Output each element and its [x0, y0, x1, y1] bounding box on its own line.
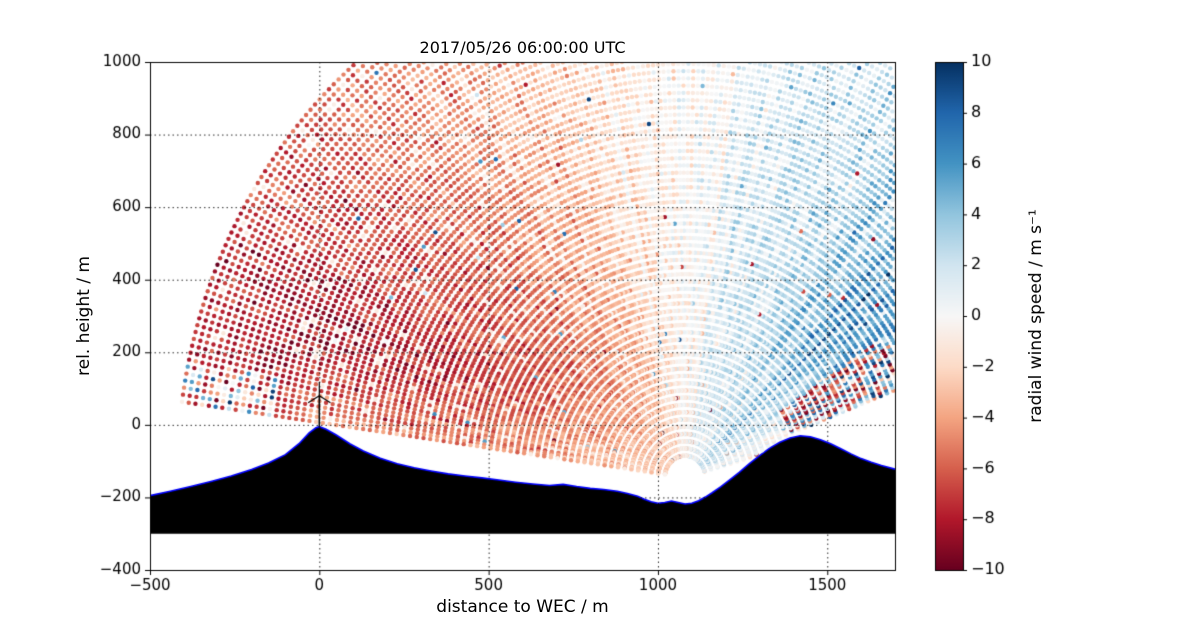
x-axis-label: distance to WEC / m	[436, 597, 609, 617]
colorbar-label: radial wind speed / m s⁻¹	[1026, 209, 1046, 423]
chart-title: 2017/05/26 06:00:00 UTC	[419, 38, 626, 57]
y-axis-label: rel. height / m	[74, 256, 94, 376]
